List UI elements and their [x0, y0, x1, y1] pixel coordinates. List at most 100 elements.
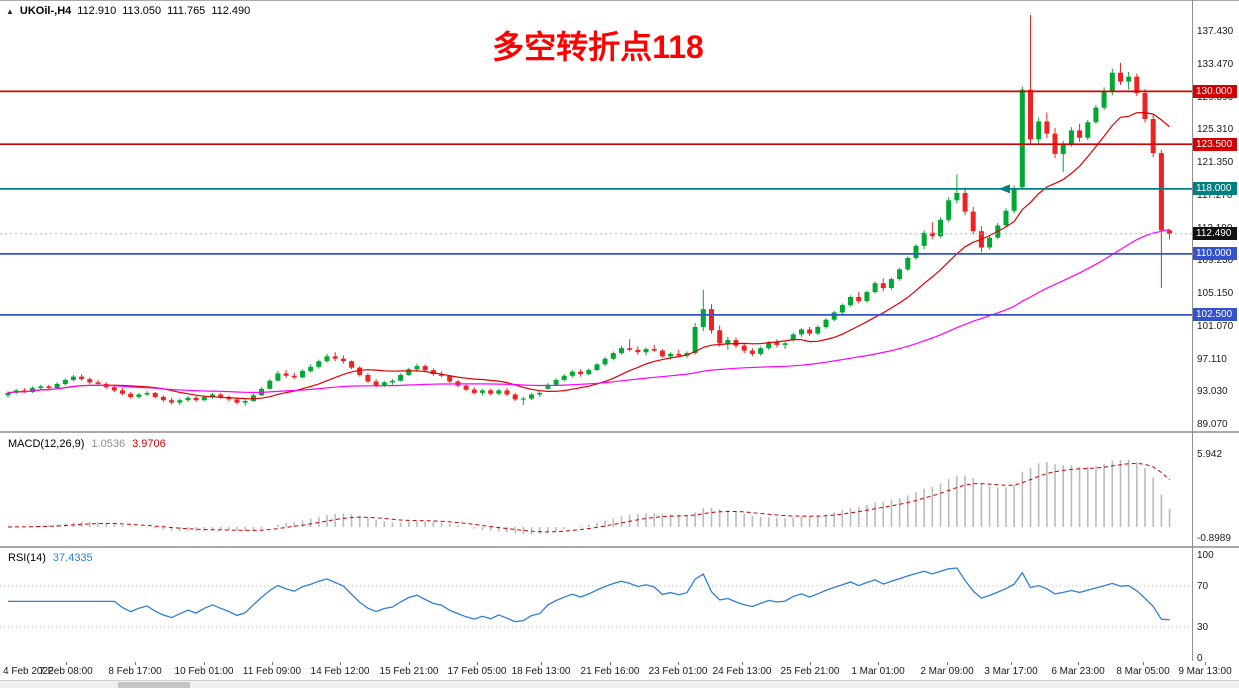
time-axis-separator — [0, 0, 1239, 1]
ohlc-high: 113.050 — [122, 5, 162, 17]
candle — [578, 369, 584, 377]
macd-main-value: 1.0536 — [91, 438, 126, 450]
price-tick-label: 109.230 — [1197, 255, 1234, 267]
candle — [823, 318, 829, 329]
horizontal-scrollbar[interactable] — [0, 680, 1239, 688]
candle — [1158, 149, 1164, 288]
price-axis-separator — [1192, 0, 1193, 661]
candle — [569, 370, 575, 378]
candle — [430, 368, 436, 376]
candle — [856, 292, 862, 304]
candle — [970, 206, 976, 235]
candle — [586, 368, 592, 375]
candle — [733, 337, 739, 349]
candle — [111, 385, 117, 393]
time-axis-label: 10 Feb 01:00 — [174, 666, 234, 677]
macd-label: MACD(12,26,9) 1.0536 3.9706 — [8, 438, 166, 450]
candle — [332, 352, 338, 362]
scrollbar-thumb[interactable] — [118, 682, 190, 688]
candle — [1028, 15, 1033, 145]
time-axis-tick — [610, 662, 611, 665]
candle — [602, 357, 608, 367]
time-axis-label: 23 Feb 01:00 — [648, 666, 708, 677]
candle — [741, 343, 747, 354]
candle — [905, 256, 911, 271]
price-level-badge[interactable]: 118.000 — [1193, 182, 1237, 196]
panel-divider[interactable] — [0, 431, 1239, 433]
candle — [210, 392, 215, 399]
candle — [160, 395, 166, 402]
candle — [520, 396, 526, 406]
candle — [316, 359, 322, 369]
candle — [62, 378, 68, 386]
time-axis-label: 1 Mar 01:00 — [851, 666, 905, 677]
time-axis-tick — [878, 662, 879, 665]
candle — [365, 373, 371, 384]
candle — [488, 388, 494, 396]
price-level-badge[interactable]: 110.000 — [1193, 247, 1237, 261]
time-axis-tick — [477, 662, 478, 665]
candle — [627, 339, 633, 352]
candle — [1077, 123, 1083, 142]
price-tick-label: 105.150 — [1197, 288, 1234, 299]
price-tick-label: 133.470 — [1197, 58, 1234, 70]
candle — [635, 346, 641, 355]
candle — [504, 388, 510, 397]
symbol-name: UKOil-,H4 — [19, 5, 72, 17]
candle — [799, 327, 804, 337]
candle — [561, 374, 567, 382]
candle — [962, 187, 968, 215]
time-axis-label: 4 Feb 2022 — [3, 666, 54, 677]
rsi-name: RSI(14) — [8, 552, 46, 564]
price-tick-label: 89.070 — [1197, 419, 1228, 430]
candle — [128, 392, 134, 399]
candle — [815, 325, 821, 336]
annotation-text[interactable]: 多空转折点118 — [492, 29, 704, 65]
candle — [848, 295, 853, 307]
candlestick-chart[interactable] — [0, 0, 1192, 432]
price-level-badge[interactable]: 102.500 — [1193, 308, 1237, 322]
time-axis-tick — [272, 662, 273, 665]
price-axis[interactable]: 137.430133.470129.390125.310121.350117.2… — [1193, 0, 1239, 664]
rsi-scale-label: 0 — [1197, 653, 1203, 664]
candle — [758, 346, 764, 356]
rsi-scale-label: 100 — [1197, 550, 1214, 561]
price-level-badge[interactable]: 130.000 — [1193, 84, 1237, 98]
candle — [872, 281, 878, 294]
left-arrow-marker[interactable] — [998, 184, 1010, 194]
candle — [185, 396, 191, 402]
time-axis-label: 9 Mar 13:00 — [1178, 666, 1232, 677]
time-axis-label: 21 Feb 16:00 — [580, 666, 640, 677]
candle — [1085, 119, 1091, 141]
price-level-badge[interactable]: 123.500 — [1193, 137, 1237, 151]
candle — [1134, 73, 1140, 97]
candle — [1126, 71, 1132, 90]
macd-scale-label: -0.8989 — [1197, 533, 1231, 545]
panel-divider[interactable] — [0, 546, 1239, 548]
time-axis-tick — [541, 662, 542, 665]
time-axis-tick — [678, 662, 679, 665]
candle — [177, 398, 183, 406]
candle — [987, 236, 993, 250]
price-tick-label: 125.310 — [1197, 124, 1234, 136]
candle — [1093, 105, 1099, 124]
candle — [643, 347, 649, 356]
time-axis-label: 6 Mar 23:00 — [1051, 666, 1105, 677]
candle — [390, 379, 395, 385]
candle — [275, 370, 281, 382]
time-axis-tick — [810, 662, 811, 665]
time-axis[interactable]: 4 Feb 2022 7 Feb 08:00 8 Feb 17:00 10 Feb 0… — [0, 662, 1239, 680]
rsi-indicator-chart[interactable] — [0, 549, 1192, 661]
candle — [921, 230, 927, 249]
time-axis-label: 24 Feb 13:00 — [712, 666, 772, 677]
candle — [619, 345, 624, 355]
macd-indicator-chart[interactable] — [0, 435, 1192, 546]
rsi-value: 37.4335 — [52, 552, 93, 564]
time-axis-label: 7 Feb 08:00 — [39, 666, 93, 677]
time-axis-tick — [66, 662, 67, 665]
macd-scale-label: 5.942 — [1197, 448, 1223, 460]
candle — [717, 325, 723, 347]
macd-signal-line — [7, 462, 1170, 533]
candle — [283, 370, 289, 379]
